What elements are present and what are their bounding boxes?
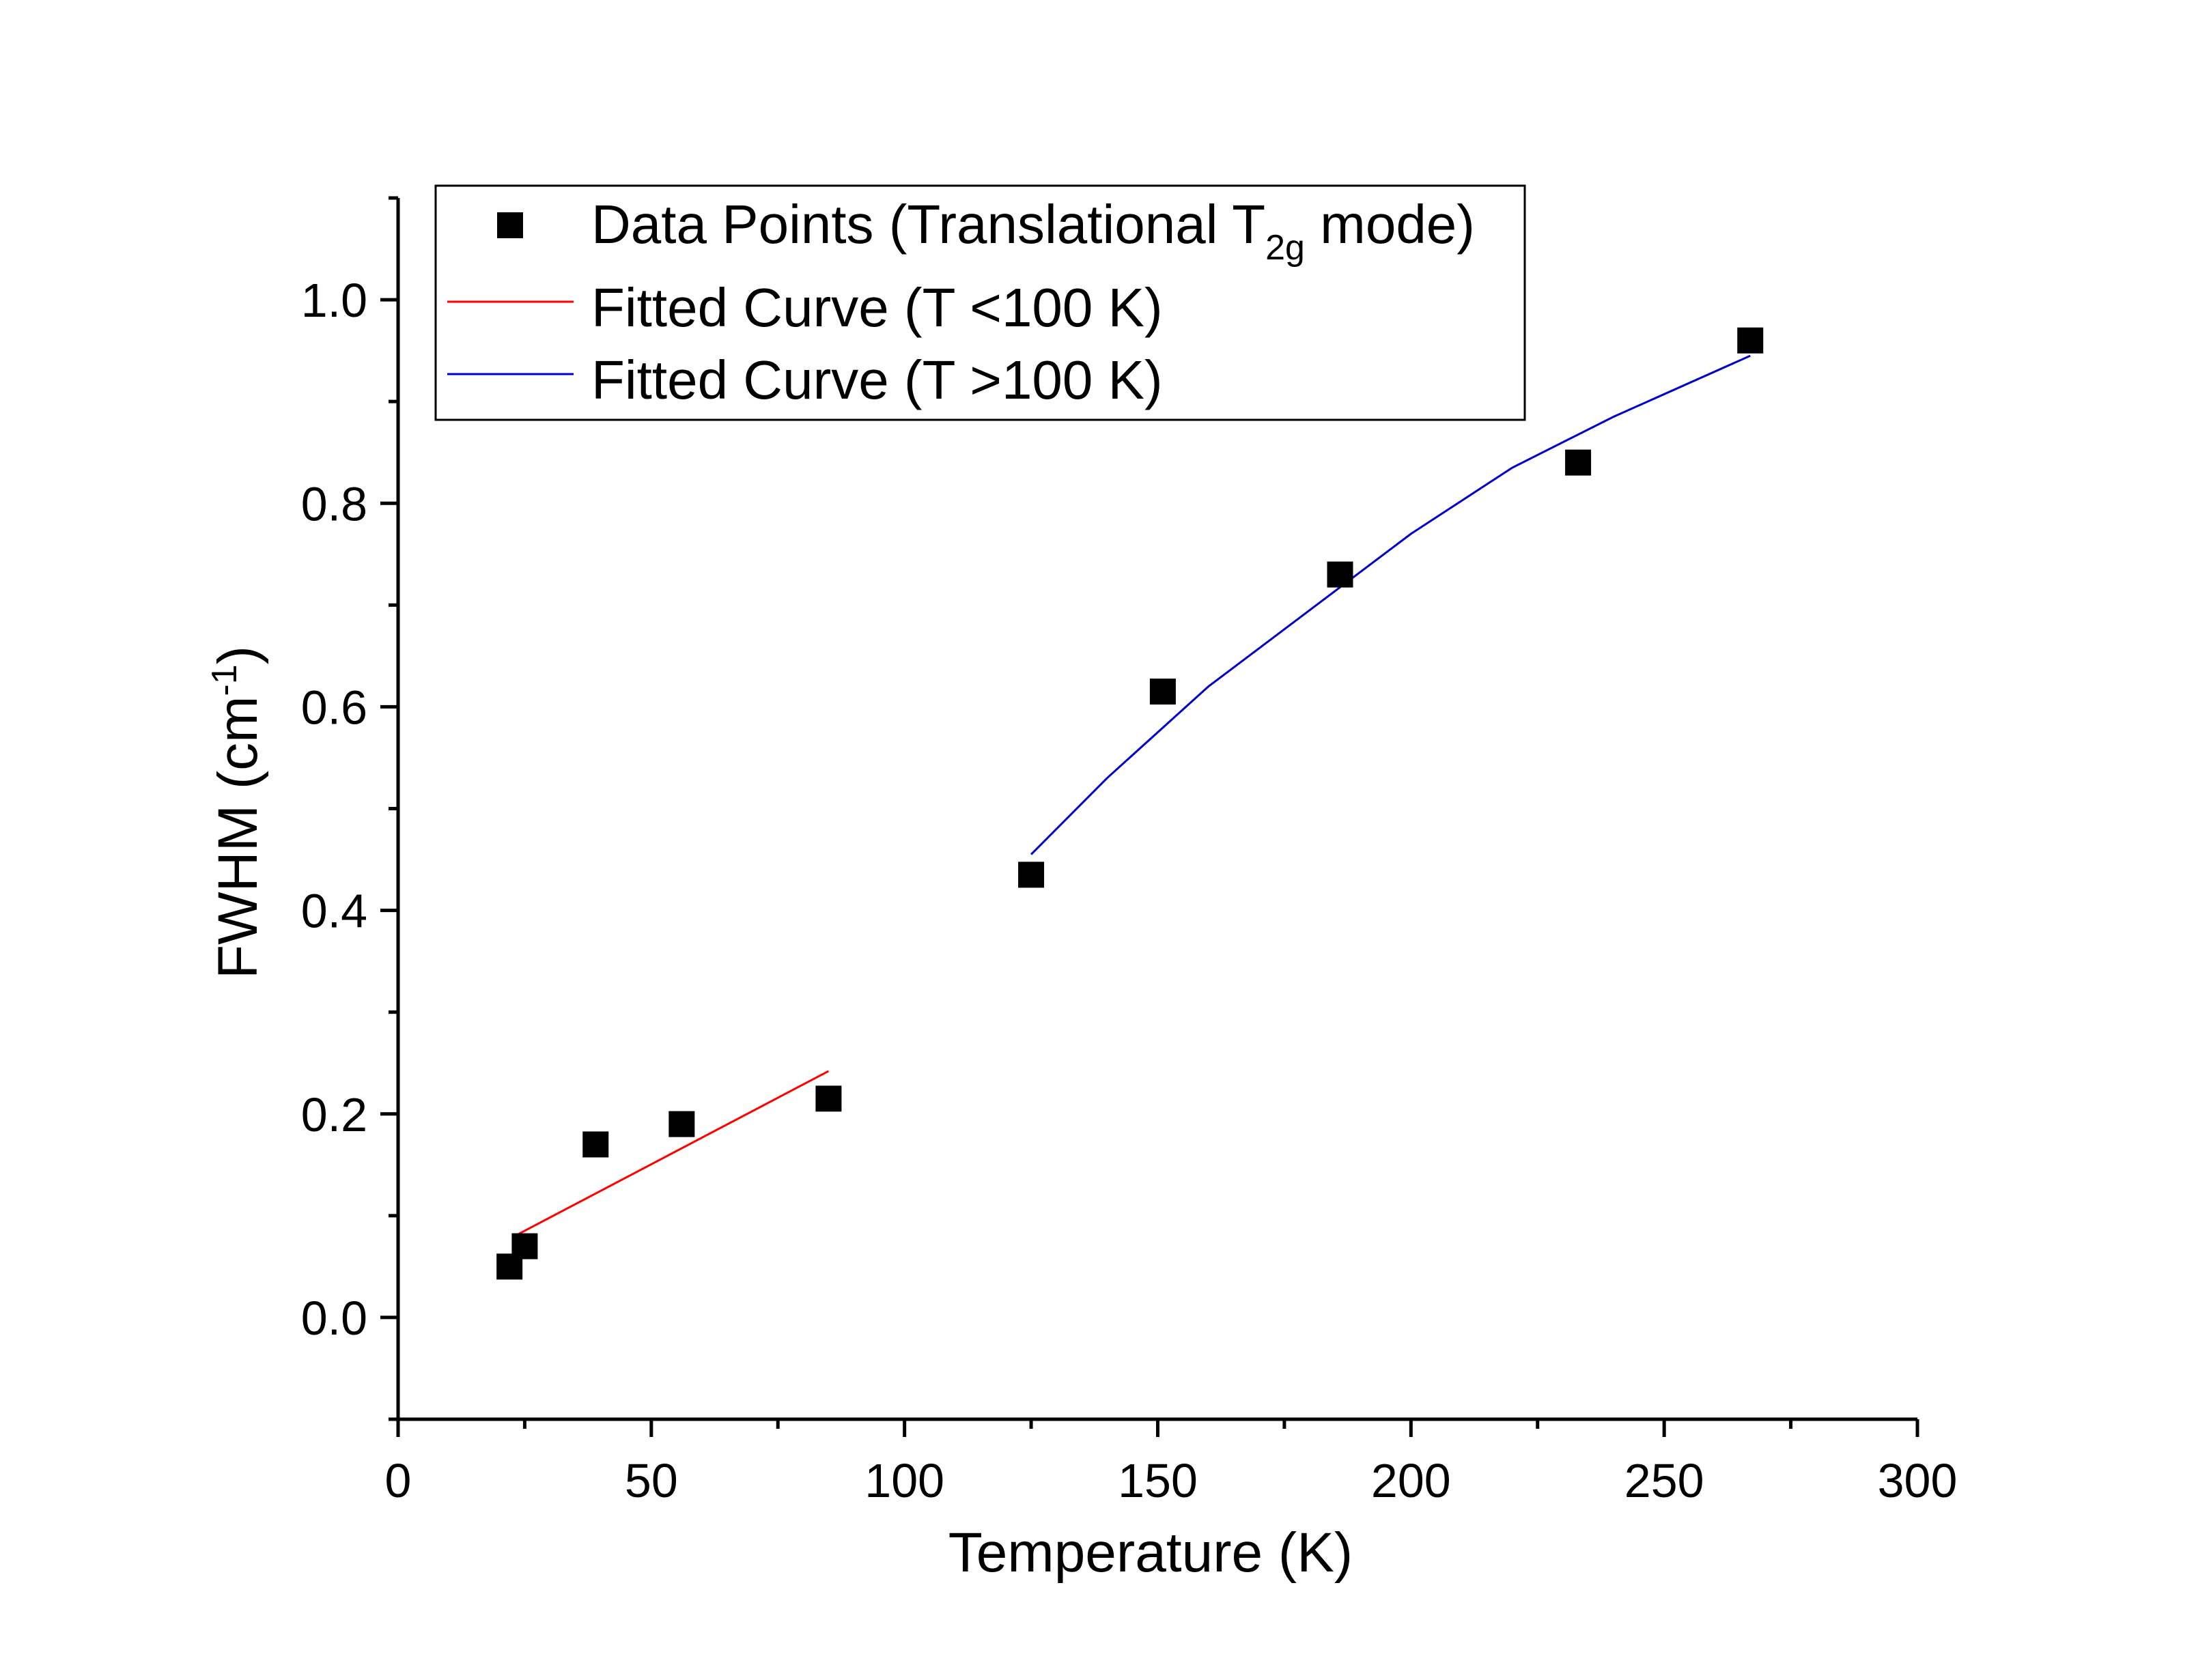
x-tick-label: 150: [1118, 1454, 1198, 1507]
x-tick-label: 250: [1624, 1454, 1704, 1507]
legend-label: Fitted Curve (T >100 K): [591, 350, 1163, 410]
x-tick-label: 50: [625, 1454, 678, 1507]
fit-lines-group: [513, 354, 1751, 1238]
y-tick-label: 0.8: [301, 477, 367, 530]
y-tick-label: 1.0: [301, 274, 367, 327]
legend-label: Data Points (Translational T2g mode): [591, 194, 1475, 268]
y-axis-label-tail: ): [207, 646, 269, 664]
x-ticks-group: 0 50 100 150 200 250 300: [385, 1419, 1958, 1507]
fit-line-high-temperature: [1030, 354, 1751, 855]
y-axis-label-base: FWHM (cm: [207, 696, 269, 979]
legend-label-text: Fitted Curve (T <100 K): [591, 277, 1163, 338]
x-tick-label: 300: [1878, 1454, 1958, 1507]
y-tick-label: 0.2: [301, 1088, 367, 1141]
data-point-marker: [1149, 679, 1176, 705]
data-point-marker: [815, 1085, 842, 1112]
data-point-marker: [1565, 449, 1592, 476]
legend-label-subscript: 2g: [1265, 228, 1305, 268]
legend-label: Fitted Curve (T <100 K): [591, 277, 1163, 338]
data-points-group: [496, 327, 1764, 1280]
y-ticks-group: 0.0 0.2 0.4 0.6 0.8 1.0: [301, 196, 398, 1421]
x-axis-label: Temperature (K): [948, 1522, 1353, 1584]
y-tick-label: 0.0: [301, 1292, 367, 1345]
legend-label-text: Data Points (Translational T: [591, 194, 1265, 255]
data-point-marker: [511, 1233, 538, 1259]
y-tick-label: 0.4: [301, 885, 367, 938]
data-point-marker: [1327, 561, 1353, 588]
legend-box: [434, 184, 1526, 421]
legend: Data Points (Translational T2g mode) Fitt…: [434, 184, 1526, 421]
data-point-marker: [582, 1131, 609, 1158]
y-axis-label-superscript: -1: [205, 664, 244, 696]
y-tick-label: 0.6: [301, 681, 367, 734]
x-tick-label: 100: [864, 1454, 944, 1507]
legend-items: Data Points (Translational T2g mode) Fitt…: [447, 194, 1475, 410]
axes-group: 0 50 100 150 200 250 300 0.0 0.2 0.4 0.6 0.8 1.0: [301, 196, 1958, 1507]
legend-symbol-square: [497, 212, 523, 238]
y-axis-label: FWHM (cm-1): [205, 646, 269, 979]
data-point-marker: [668, 1111, 695, 1137]
data-point-marker: [1018, 862, 1045, 888]
x-tick-label: 0: [385, 1454, 412, 1507]
fit-line-low-temperature: [513, 1070, 830, 1238]
data-point-marker: [1737, 327, 1764, 354]
x-tick-label: 200: [1371, 1454, 1451, 1507]
legend-label-tail: mode): [1305, 194, 1475, 255]
legend-label-text: Fitted Curve (T >100 K): [591, 350, 1163, 410]
